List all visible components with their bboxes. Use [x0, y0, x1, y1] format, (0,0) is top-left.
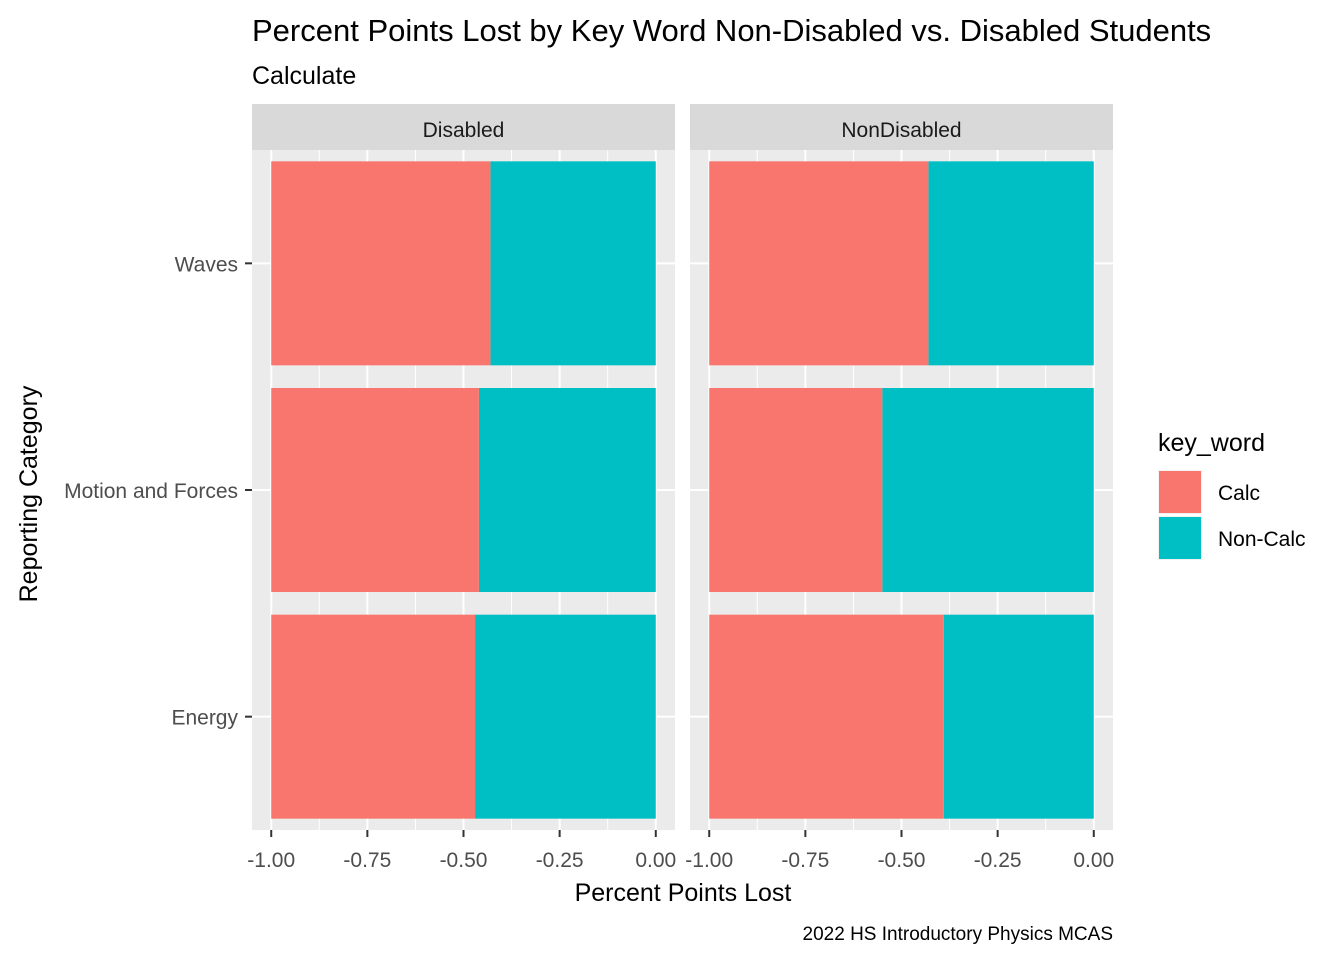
x-tick-label: -0.75	[343, 849, 391, 872]
bar-non-calc-energy	[475, 614, 656, 819]
legend-title: key_word	[1158, 429, 1265, 457]
x-tick-label: -0.25	[536, 849, 584, 872]
y-axis-title: Reporting Category	[15, 385, 43, 602]
x-tick-label: -1.00	[247, 849, 295, 872]
bar-calc-energy	[271, 614, 476, 819]
bar-non-calc-waves	[490, 161, 656, 366]
bar-non-calc-motion-and-forces	[478, 388, 656, 592]
facet-strip-disabled	[252, 104, 675, 150]
bar-non-calc-waves	[928, 161, 1094, 366]
facet-panels: Disabled -1.00 -0.75 -0.50 -0.25 0.00 NonDisab…	[247, 104, 1114, 872]
chart-subtitle: Calculate	[252, 62, 356, 90]
bar-non-calc-motion-and-forces	[882, 388, 1094, 592]
x-tick-label: -0.50	[440, 849, 488, 872]
x-axis-title: Percent Points Lost	[575, 879, 792, 907]
bar-calc-motion-and-forces	[271, 388, 479, 592]
x-tick-label: -0.75	[781, 849, 829, 872]
y-tick-label: Motion and Forces	[64, 480, 238, 503]
chart-caption: 2022 HS Introductory Physics MCAS	[803, 924, 1113, 945]
bar-calc-waves	[271, 161, 491, 366]
legend: key_word Calc Non-Calc	[1158, 429, 1306, 560]
bar-non-calc-energy	[943, 614, 1094, 819]
x-tick-label: 0.00	[635, 849, 676, 872]
facet-strip-label: NonDisabled	[841, 119, 961, 142]
legend-label: Non-Calc	[1218, 528, 1306, 551]
facet-strip-label: Disabled	[423, 119, 505, 142]
y-tick-label: Energy	[171, 707, 238, 730]
legend-swatch-non-calc	[1159, 517, 1201, 559]
y-tick-label: Waves	[175, 253, 238, 276]
x-tick-label: -0.25	[974, 849, 1022, 872]
bar-calc-energy	[709, 614, 944, 819]
x-tick-label: -0.50	[878, 849, 926, 872]
chart-title: Percent Points Lost by Key Word Non-Disa…	[252, 13, 1211, 48]
facet-strip-nondisabled	[690, 104, 1113, 150]
legend-swatch-calc	[1159, 471, 1201, 513]
legend-label: Calc	[1218, 482, 1260, 505]
y-axis: Waves Motion and Forces Energy	[64, 253, 252, 730]
bar-calc-waves	[709, 161, 929, 366]
bar-calc-motion-and-forces	[709, 388, 883, 592]
x-tick-label: -1.00	[685, 849, 733, 872]
x-tick-label: 0.00	[1073, 849, 1114, 872]
